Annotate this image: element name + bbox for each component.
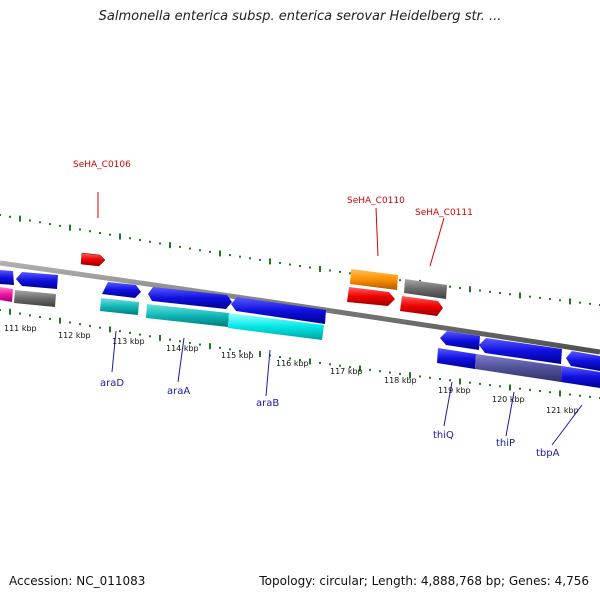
locus-tag-label: SeHA_C0110 <box>347 196 405 206</box>
feature-arrow[interactable] <box>228 313 324 340</box>
kbp-label: 112 kbp <box>58 331 91 340</box>
feature-arrow[interactable] <box>566 351 600 371</box>
gene-label: araD <box>100 378 124 389</box>
gene-label: araA <box>167 386 190 397</box>
feature-arrow[interactable] <box>231 297 326 324</box>
feature-arrow[interactable] <box>475 354 562 382</box>
kbp-label: 120 kbp <box>492 395 525 404</box>
inner-tick-track <box>0 308 600 399</box>
feature-arrow[interactable] <box>0 270 14 285</box>
feature-arrow[interactable] <box>561 366 600 388</box>
feature-arrow[interactable] <box>148 287 232 309</box>
feature-arrow[interactable] <box>437 348 476 369</box>
kbp-label: 119 kbp <box>438 386 471 395</box>
kbp-label: 115 kbp <box>221 351 254 360</box>
feature-arrow[interactable] <box>80 252 106 267</box>
gene-label: tbpA <box>536 448 560 459</box>
kbp-label: 113 kbp <box>112 337 145 346</box>
feature-arrow[interactable] <box>16 272 58 289</box>
kbp-labels: 111 kbp 112 kbp 113 kbp 114 kbp 115 kbp … <box>4 324 579 415</box>
kbp-label: 117 kbp <box>330 367 363 376</box>
feature-arrow[interactable] <box>14 290 56 307</box>
locus-tag-label: SeHA_C0106 <box>73 160 131 170</box>
feature-arrow[interactable] <box>0 287 13 302</box>
accession-text: Accession: NC_011083 <box>9 574 146 588</box>
feature-arrow[interactable] <box>100 298 139 315</box>
kbp-label: 111 kbp <box>4 324 37 333</box>
kbp-label: 114 kbp <box>166 344 199 353</box>
feature-arrow[interactable] <box>479 338 562 364</box>
gene-label: araB <box>256 398 279 409</box>
kbp-label: 116 kbp <box>276 359 309 368</box>
map-title: Salmonella enterica subsp. enterica sero… <box>98 9 502 24</box>
feature-arrow[interactable] <box>102 282 141 298</box>
locus-tag-label: SeHA_C0111 <box>415 208 473 218</box>
feature-arrow[interactable] <box>440 331 480 350</box>
kbp-label: 118 kbp <box>384 376 417 385</box>
forward-features <box>0 252 600 388</box>
feature-arrow[interactable] <box>400 296 443 316</box>
feature-arrow[interactable] <box>347 287 395 306</box>
kbp-label: 121 kbp <box>546 406 579 415</box>
gene-label: thiP <box>496 438 515 449</box>
label-leaders <box>97 192 583 446</box>
feature-arrow[interactable] <box>350 269 398 290</box>
gene-label: thiQ <box>433 430 454 441</box>
feature-arrow[interactable] <box>404 279 447 299</box>
feature-arrow[interactable] <box>146 304 229 327</box>
genome-summary-text: Topology: circular; Length: 4,888,768 bp… <box>259 574 589 588</box>
